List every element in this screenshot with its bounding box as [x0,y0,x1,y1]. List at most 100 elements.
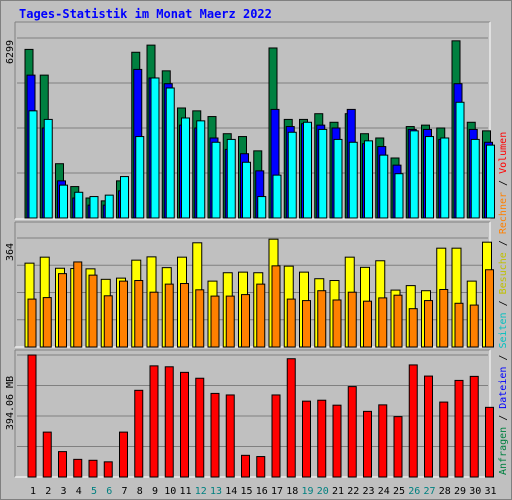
bar-rechner [27,298,37,348]
bar-volumen [134,389,144,478]
x-tick-label: 22 [347,486,359,497]
bar-seiten [440,137,450,219]
x-tick-label: 14 [225,486,237,497]
bar-seiten [135,136,145,219]
bar-volumen [88,459,98,478]
bar-rechner [317,290,327,348]
bar-volumen [286,358,296,478]
legend- /: / [498,234,509,252]
bar-rechner [439,289,449,348]
bar-seiten [74,191,84,219]
bar-volumen [180,371,189,478]
bar-seiten [333,138,343,219]
bar-volumen [317,399,327,478]
bar-volumen [347,386,357,478]
x-tick-label: 27 [423,486,435,497]
bar-rechner [210,295,220,348]
bar-seiten [43,118,53,219]
bar-volumen [42,431,52,478]
bar-seiten [120,176,129,219]
legend-seiten: Seiten [498,312,509,348]
x-tick-label: 11 [179,486,191,497]
bar-volumen [469,375,479,478]
bar-seiten [28,110,38,219]
y-max-label-volume: 394.06 MB [5,376,16,430]
x-tick-label: 28 [439,486,451,497]
bar-volumen [119,431,128,478]
bar-rechner [332,299,342,348]
bar-rechner [363,300,372,348]
bar-volumen [363,410,372,478]
bar-seiten [211,141,221,219]
bar-rechner [393,294,403,348]
bar-seiten [226,138,236,219]
bar-volumen [424,375,433,478]
bar-rechner [149,291,159,348]
legend-volumen: Volumen [498,132,509,174]
y-max-label-visits: 364 [5,243,16,261]
bar-rechner [469,304,479,348]
bar-volumen [439,401,449,478]
bar-rechner [119,280,128,348]
bar-rechner [302,300,311,348]
legend- /: / [498,174,509,192]
bar-rechner [58,273,67,348]
bar-rechner [454,302,464,348]
x-tick-label: 6 [106,486,112,497]
bar-seiten [150,77,160,219]
bar-rechner [88,274,98,348]
bar-volumen [103,461,113,478]
bar-volumen [485,406,494,478]
bar-volumen [195,377,205,478]
x-tick-label: 16 [256,486,268,497]
legend- /: / [498,409,509,427]
x-tick-label: 25 [393,486,405,497]
legend-dateien: Dateien [498,367,509,409]
x-tick-label: 4 [76,486,82,497]
bar-volumen [332,404,342,478]
x-tick-label: 17 [271,486,283,497]
legend- /: / [498,294,509,312]
bar-seiten [455,101,465,219]
bar-rechner [256,283,266,348]
bar-seiten [165,87,175,219]
bar-seiten [242,161,251,219]
bar-seiten [104,194,114,219]
bar-seiten [287,131,297,219]
bar-volumen [241,454,250,478]
bar-volumen [271,394,281,478]
bar-volumen [454,379,464,478]
bar-seiten [394,173,404,219]
bar-volumen [149,365,159,478]
bar-seiten [181,117,190,219]
bar-volumen [164,366,174,478]
bar-rechner [286,298,296,348]
x-tick-label: 29 [454,486,466,497]
bar-seiten [196,120,206,219]
bar-seiten [470,138,480,219]
side-legend: Anfragen / Dateien / Seiten / Besuche / … [498,132,509,475]
bar-seiten [486,144,495,219]
bar-seiten [303,121,312,219]
x-tick-label: 3 [60,486,66,497]
bar-rechner [378,297,388,348]
x-tick-label: 2 [45,486,51,497]
legend-rechner: Rechner [498,192,509,234]
bar-rechner [347,291,357,348]
x-tick-label: 10 [164,486,176,497]
bar-volumen [73,458,83,478]
bar-volumen [302,400,311,478]
bar-volumen [225,394,235,478]
bar-rechner [73,261,83,348]
x-tick-label: 7 [121,486,127,497]
x-tick-label: 26 [408,486,420,497]
bar-seiten [379,154,389,219]
bar-rechner [271,265,281,348]
bar-volumen [210,392,220,478]
bar-seiten [89,196,99,219]
bar-rechner [424,300,433,348]
bar-volumen [393,416,403,478]
bar-volumen [58,451,67,478]
x-tick-label: 31 [484,486,496,497]
